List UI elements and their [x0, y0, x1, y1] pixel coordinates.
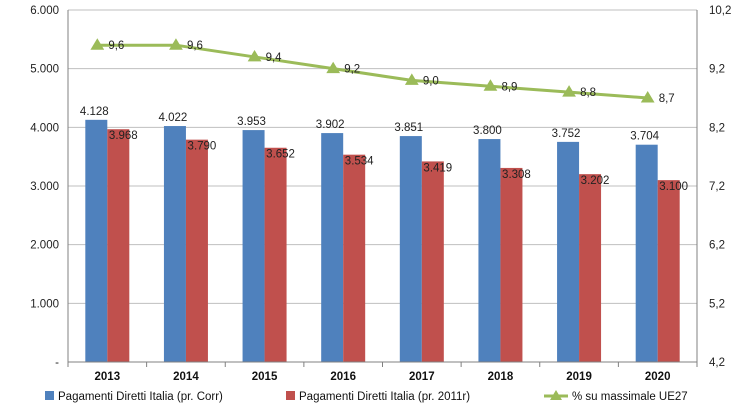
line-su-massimale [97, 43, 648, 100]
line-point-marker [326, 61, 341, 74]
line-data-label: 8,7 [659, 93, 675, 105]
line-data-label: 9,6 [187, 40, 203, 52]
line-point-marker [169, 38, 183, 50]
y-right-tick-label: 8,2 [709, 122, 725, 134]
bar-pr-2011r [264, 147, 287, 362]
legend-label: Pagamenti Diretti Italia (pr. Corr) [58, 391, 223, 403]
y-left-tick-label: 1.000 [30, 298, 59, 310]
y-left-tick-label: - [55, 357, 59, 369]
bar-pr-2011r [185, 139, 208, 362]
axes: - 1.000 2.000 3.000 4.000 5.000 6.000 4,2 5,2 6,2… [30, 5, 731, 383]
bar-data-label: 4.022 [159, 112, 188, 124]
bar-pr-2011r [657, 180, 680, 362]
bar-data-label: 3.652 [266, 149, 295, 161]
bar-data-label: 3.100 [659, 181, 688, 193]
x-tick-label: 2015 [252, 371, 278, 383]
x-tick-label: 2017 [409, 371, 435, 383]
y-right-tick-label: 7,2 [709, 181, 725, 193]
y-right-tick-label: 6,2 [709, 240, 725, 252]
line-data-label: 8,9 [501, 81, 517, 93]
bar-pr-2011r [500, 167, 523, 362]
y-right-tick-label: 9,2 [709, 64, 725, 76]
bar-pr-corr [478, 139, 501, 362]
bar-pr-corr [399, 136, 422, 362]
legend-item-su-massimale: % su massimale UE27 [544, 390, 688, 403]
legend-label: Pagamenti Diretti Italia (pr. 2011r) [299, 391, 470, 403]
bar-pr-2011r [343, 154, 366, 362]
line-data-label: 8,8 [580, 87, 596, 99]
line-point-marker [247, 49, 262, 62]
legend-item-pr-corr: Pagamenti Diretti Italia (pr. Corr) [45, 391, 223, 403]
y-left-tick-label: 3.000 [30, 181, 59, 193]
line-data-label: 9,2 [344, 64, 360, 76]
bar-data-label: 3.704 [630, 131, 659, 143]
line-data-label: 9,4 [266, 52, 283, 64]
line-point-marker [483, 79, 498, 91]
x-tick-label: 2018 [488, 371, 514, 383]
x-tick-label: 2019 [566, 371, 592, 383]
x-tick-label: 2014 [173, 371, 199, 383]
y-left-tick-label: 4.000 [30, 122, 59, 134]
legend-swatch [286, 391, 295, 400]
bar-pr-2011r [421, 161, 444, 362]
line-point-marker [404, 73, 419, 85]
bar-pr-corr [242, 130, 265, 362]
bar-data-label: 3.752 [552, 128, 581, 140]
bar-data-label: 3.202 [581, 175, 610, 187]
bar-data-label: 3.902 [316, 119, 345, 131]
data-labels: 4.128 4.022 3.953 3.902 3.851 3.800 3.752 3.704… [80, 40, 688, 193]
line-series-group [90, 38, 655, 103]
bar-pr-corr [85, 119, 108, 362]
bar-pr-corr [163, 126, 186, 362]
bar-data-label: 3.953 [237, 116, 266, 128]
bar-data-label: 3.308 [502, 169, 531, 181]
bar-data-label: 3.851 [394, 122, 423, 134]
bar-pr-corr [321, 133, 344, 362]
bar-data-label: 3.800 [473, 125, 502, 137]
bar-data-label: 3.968 [109, 130, 138, 142]
bar-data-label: 3.419 [423, 162, 452, 174]
line-point-marker [90, 38, 105, 50]
bar-data-label: 4.128 [80, 106, 109, 118]
line-data-label: 9,0 [423, 75, 439, 87]
y-right-tick-label: 10,2 [709, 5, 731, 17]
bar-data-label: 3.790 [188, 141, 217, 153]
bar-pr-2011r [579, 174, 602, 362]
legend: Pagamenti Diretti Italia (pr. Corr) Pagam… [45, 390, 688, 403]
bar-pr-corr [557, 141, 580, 362]
line-point-marker [640, 91, 655, 103]
bar-pr-corr [635, 144, 658, 362]
line-point-marker [562, 85, 576, 97]
y-left-tick-label: 5.000 [30, 64, 59, 76]
bar-data-label: 3.534 [345, 156, 374, 168]
y-left-tick-label: 6.000 [30, 5, 59, 17]
legend-swatch [45, 391, 54, 400]
y-right-tick-label: 5,2 [709, 298, 725, 310]
x-tick-label: 2013 [95, 371, 121, 383]
y-left-tick-label: 2.000 [30, 240, 59, 252]
bar-series-group [85, 119, 680, 362]
x-tick-label: 2016 [330, 371, 356, 383]
legend-label: % su massimale UE27 [572, 391, 688, 403]
x-tick-label: 2020 [645, 371, 671, 383]
bar-pr-2011r [107, 129, 130, 362]
y-right-tick-label: 4,2 [709, 357, 725, 369]
legend-swatch-marker [550, 390, 562, 400]
line-data-label: 9,6 [108, 40, 124, 52]
legend-item-pr-2011r: Pagamenti Diretti Italia (pr. 2011r) [286, 391, 470, 403]
